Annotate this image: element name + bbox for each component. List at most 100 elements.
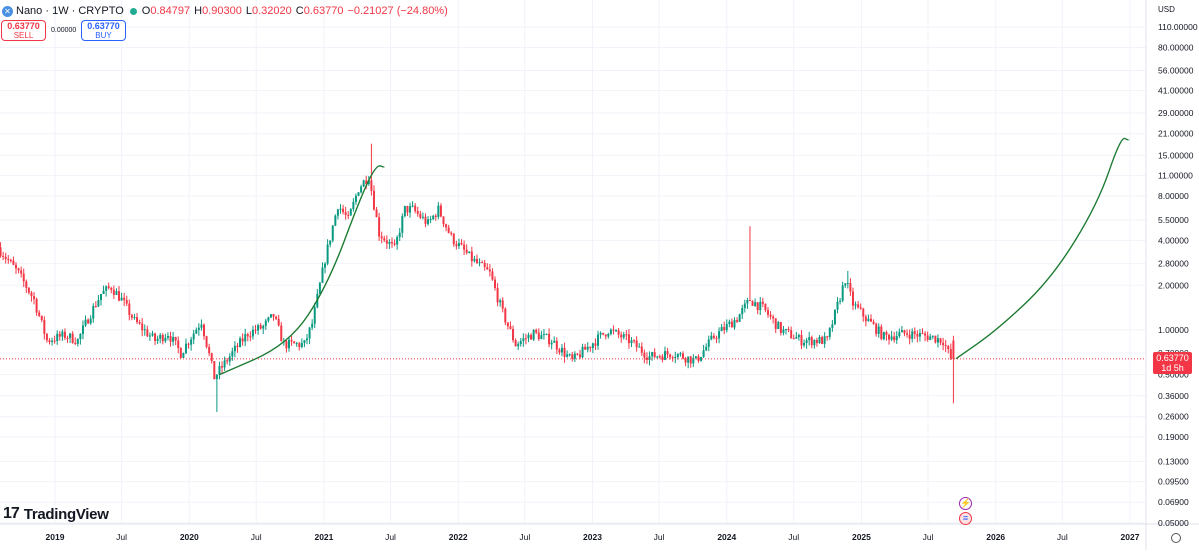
- candle-body: [414, 205, 417, 212]
- candle-body: [22, 273, 25, 282]
- candle-body: [336, 209, 339, 216]
- candle-body: [308, 327, 311, 339]
- y-tick-label: 0.05000: [1158, 518, 1189, 528]
- candle-body: [51, 340, 54, 342]
- candle-body: [620, 334, 623, 338]
- candle-body: [97, 300, 100, 307]
- candle-body: [854, 304, 857, 306]
- candle-body: [300, 342, 303, 347]
- x-tick-label: 2021: [314, 532, 333, 542]
- candle-body: [318, 282, 321, 294]
- y-tick-label: 0.09500: [1158, 477, 1189, 487]
- candle-body: [326, 244, 329, 264]
- candle-body: [401, 216, 404, 233]
- candle-body: [821, 336, 824, 344]
- candle-body: [908, 334, 911, 339]
- candle-body: [141, 323, 144, 331]
- candle-body: [380, 236, 383, 239]
- candle-body: [143, 329, 146, 331]
- currency-label[interactable]: USD: [1158, 5, 1175, 14]
- candle-body: [808, 337, 811, 341]
- candle-body: [578, 354, 581, 358]
- candle-body: [154, 333, 157, 341]
- candle-body: [432, 215, 435, 220]
- candle-body: [764, 303, 767, 311]
- y-tick-label: 4.00000: [1158, 236, 1189, 246]
- y-tick-label: 21.00000: [1158, 129, 1194, 139]
- candle-body: [550, 342, 553, 345]
- candle-body: [862, 308, 865, 317]
- candle-body: [591, 343, 594, 349]
- y-tick-label: 80.00000: [1158, 43, 1194, 53]
- symbol-title[interactable]: Nano · 1W · CRYPTO: [16, 5, 124, 17]
- candle-body: [488, 269, 491, 272]
- candle-body: [354, 195, 357, 202]
- candle-body: [517, 344, 520, 347]
- candle-body: [275, 316, 278, 319]
- buy-button[interactable]: 0.63770 BUY: [81, 20, 126, 41]
- candle-body: [615, 330, 618, 332]
- y-tick-label: 0.26000: [1158, 412, 1189, 422]
- candle-body: [223, 360, 226, 368]
- candle-body: [568, 354, 571, 356]
- candle-body: [478, 262, 481, 264]
- candle-body: [710, 335, 713, 340]
- candle-body: [918, 333, 921, 337]
- candle-body: [803, 342, 806, 346]
- candle-body: [53, 340, 56, 342]
- axis-settings-icon[interactable]: [1171, 533, 1181, 543]
- last-price-value: 0.63770: [1156, 353, 1189, 363]
- candle-body: [475, 258, 478, 263]
- sell-button[interactable]: 0.63770 SELL: [1, 20, 46, 41]
- candle-body: [555, 340, 558, 350]
- spread-value: 0.00000: [51, 27, 77, 34]
- candle-body: [233, 345, 236, 352]
- candle-body: [20, 270, 23, 274]
- candle-body: [146, 329, 149, 337]
- lightning-event-icon[interactable]: ⚡: [959, 497, 972, 510]
- candle-body: [210, 353, 213, 362]
- candle-body: [272, 314, 275, 317]
- candle-body: [720, 327, 723, 332]
- candle-body: [761, 301, 764, 304]
- candle-body: [411, 205, 414, 207]
- candle-body: [105, 286, 108, 291]
- candle-body: [723, 327, 726, 331]
- y-tick-label: 29.00000: [1158, 108, 1194, 118]
- candle-body: [913, 331, 916, 335]
- candle-body: [166, 336, 169, 338]
- candle-body: [648, 356, 651, 360]
- candle-body: [246, 334, 249, 337]
- candle-body: [84, 319, 87, 326]
- candle-body: [535, 329, 538, 333]
- candle-body: [241, 338, 244, 342]
- candle-body: [331, 225, 334, 241]
- candle-body: [197, 327, 200, 330]
- tradingview-logo[interactable]: 17 TradingView: [3, 505, 109, 523]
- candle-body: [934, 335, 937, 343]
- candle-body: [682, 353, 685, 359]
- candle-body: [118, 291, 121, 301]
- candle-body: [888, 334, 891, 340]
- candle-body: [676, 354, 679, 358]
- candle-body: [813, 340, 816, 346]
- candle-body: [844, 283, 847, 286]
- candle-body: [911, 331, 914, 339]
- annotation-curve-2021[interactable]: [219, 165, 385, 376]
- change-value: −0.21027 (−24.80%): [347, 5, 448, 17]
- candle-body: [349, 209, 352, 216]
- candle-body: [833, 309, 836, 325]
- candle-body: [810, 337, 813, 346]
- candle-body: [290, 339, 293, 342]
- candle-body: [787, 329, 790, 331]
- us-flag-event-icon[interactable]: ≡: [959, 512, 972, 525]
- annotation-curve-forecast[interactable]: [955, 137, 1130, 360]
- candle-body: [537, 332, 540, 340]
- candle-body: [460, 243, 463, 245]
- candle-body: [172, 336, 175, 342]
- candle-body: [826, 336, 829, 338]
- candle-body: [40, 315, 43, 321]
- candle-body: [548, 333, 551, 345]
